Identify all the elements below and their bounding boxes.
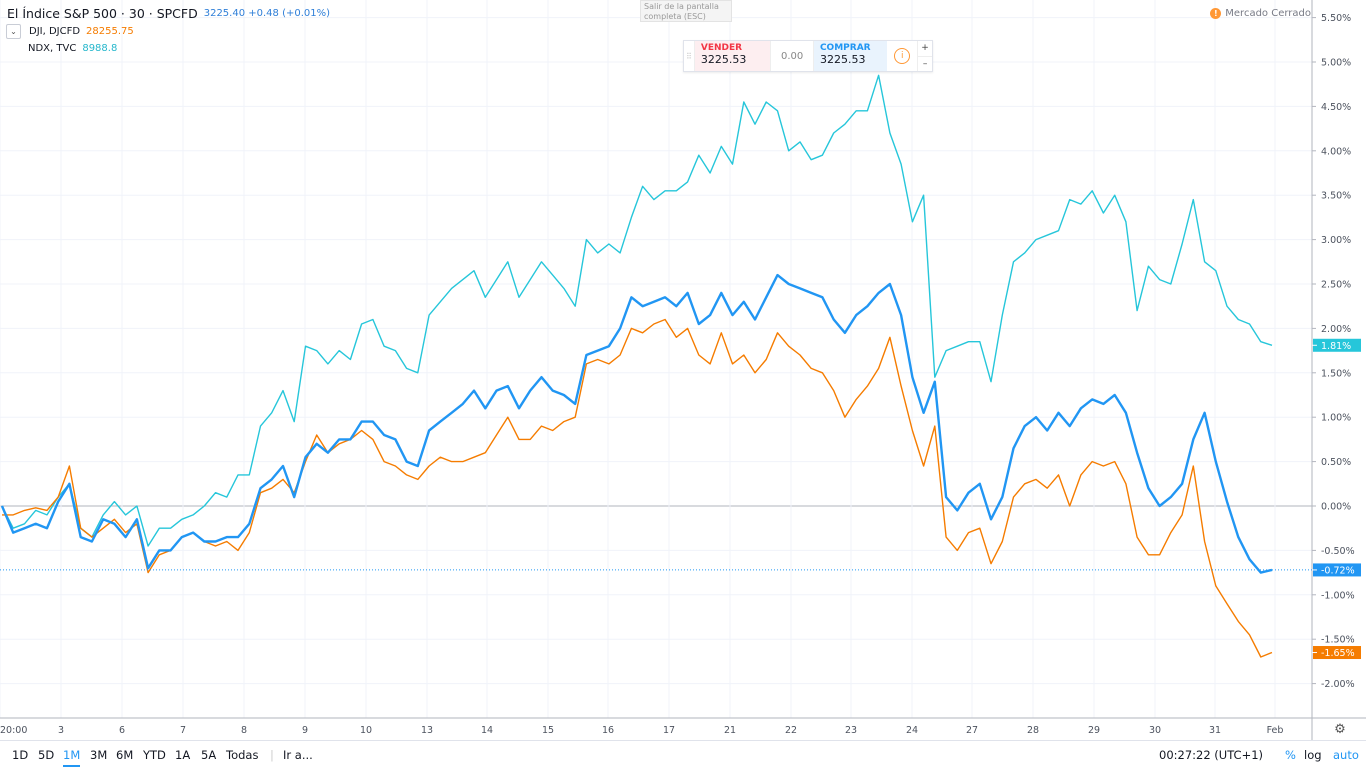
log-scale-toggle[interactable]: log: [1304, 748, 1322, 762]
x-tick-label: 16: [602, 725, 614, 736]
grid: [0, 0, 1312, 718]
time-axis[interactable]: 20:00 3 6 7 8 9 10 13 14 15 16 17 21 22 23 24 27 28 29 30 31…: [0, 717, 1366, 736]
x-tick-label: 8: [241, 725, 247, 736]
minus-button[interactable]: –: [922, 58, 928, 69]
x-tick-label: 29: [1088, 725, 1100, 736]
y-tick-label: 0.00%: [1321, 502, 1351, 513]
y-tick-label: 4.50%: [1321, 102, 1351, 113]
x-tick-label: 24: [906, 725, 918, 736]
ndx-legend[interactable]: NDX, TVC 8988.8: [28, 43, 117, 54]
y-tick-label: -1.50%: [1321, 635, 1355, 646]
price-axis[interactable]: 5.50% 5.00% 4.50% 4.00% 3.50% 3.00% 2.50% 2.00%…: [1311, 0, 1355, 740]
drag-handle-icon[interactable]: ⠿: [684, 41, 695, 71]
sell-label: VENDER: [700, 43, 743, 53]
last-value-label: 1.81%: [1321, 341, 1351, 352]
series-line-ndx: [1, 74, 1273, 547]
market-status[interactable]: ! Mercado Cerrado: [1210, 8, 1311, 19]
dji-legend[interactable]: ⌄ DJI, DJCFD 28255.75: [6, 24, 134, 39]
range-5a[interactable]: 5A: [201, 748, 217, 762]
y-tick-label: 2.00%: [1321, 324, 1351, 335]
trade-panel: ⠿ VENDER 3225.53 0.00 COMPRAR 3225.53 i …: [683, 40, 933, 72]
clock[interactable]: 00:27:22 (UTC+1): [1159, 748, 1264, 762]
y-tick-label: -0.50%: [1321, 546, 1355, 557]
range-1a[interactable]: 1A: [175, 748, 191, 762]
y-tick-label: 1.50%: [1321, 368, 1351, 379]
x-tick-label: 21: [724, 725, 736, 736]
x-tick-label: 3: [58, 725, 64, 736]
y-tick-label: 3.50%: [1321, 191, 1351, 202]
y-tick-label: 3.00%: [1321, 235, 1351, 246]
last-value-badge: [1313, 338, 1361, 352]
last-value-markers: -0.72% -1.65% 1.81%: [0, 338, 1361, 660]
last-value-label: -0.72%: [1321, 565, 1355, 576]
x-tick-label: 9: [302, 725, 308, 736]
exit-fullscreen-button[interactable]: Salir de la pantalla completa (ESC): [640, 0, 732, 22]
info-button[interactable]: i: [887, 41, 917, 71]
series-line-dji: [2, 318, 1273, 658]
market-closed-icon: !: [1210, 8, 1222, 19]
goto-date-button[interactable]: Ir a...: [283, 748, 313, 762]
market-status-label: Mercado Cerrado: [1225, 8, 1311, 19]
gear-icon[interactable]: ⚙: [1334, 721, 1346, 737]
quantity-stepper[interactable]: + –: [917, 41, 932, 71]
info-icon: i: [894, 48, 911, 64]
y-tick-label: -1.00%: [1321, 590, 1355, 601]
dji-symbol: DJI, DJCFD: [29, 26, 81, 37]
plus-button[interactable]: +: [918, 41, 932, 57]
range-3m[interactable]: 3M: [90, 748, 108, 762]
range-ytd[interactable]: YTD: [143, 748, 166, 762]
last-value-label: -1.65%: [1321, 648, 1355, 659]
x-tick-label: 23: [845, 725, 857, 736]
x-tick-label: 28: [1027, 725, 1039, 736]
chart-area[interactable]: 5.50% 5.00% 4.50% 4.00% 3.50% 3.00% 2.50% 2.00%…: [0, 0, 1366, 740]
last-value-badge: [1313, 646, 1361, 660]
y-tick-label: 5.50%: [1321, 13, 1351, 24]
x-tick-label: 17: [663, 725, 675, 736]
ndx-symbol: NDX, TVC: [28, 43, 77, 54]
x-tick-label: 10: [360, 725, 372, 736]
x-tick-label: 14: [481, 725, 493, 736]
x-tick-label: 22: [785, 725, 797, 736]
buy-price: 3225.53: [819, 53, 866, 66]
buy-label: COMPRAR: [819, 43, 871, 53]
range-5d[interactable]: 5D: [38, 748, 55, 762]
main-series-value: 3225.40 +0.48 (+0.01%): [203, 8, 331, 19]
sell-button[interactable]: VENDER 3225.53: [694, 41, 771, 71]
main-series-legend[interactable]: El Índice S&P 500 · 30 · SPCFD 3225.40 +…: [7, 6, 330, 21]
separator: |: [270, 748, 274, 762]
ndx-value: 8988.8: [82, 43, 118, 54]
y-tick-label: 0.50%: [1321, 457, 1351, 468]
y-tick-label: 4.00%: [1321, 146, 1351, 157]
last-value-badge: [1313, 563, 1361, 577]
dji-value: 28255.75: [86, 26, 134, 37]
spread-value: 0.00: [770, 41, 814, 71]
auto-scale-toggle[interactable]: auto: [1333, 748, 1359, 762]
y-tick-label: 5.00%: [1321, 58, 1351, 69]
percent-scale-toggle[interactable]: %: [1285, 748, 1296, 762]
x-tick-label: 31: [1209, 725, 1221, 736]
series-line-el-ndice-s-p-500: [0, 273, 1273, 574]
x-tick-label: 7: [180, 725, 186, 736]
x-tick-label: Feb: [1267, 725, 1284, 736]
range-1m[interactable]: 1M: [63, 748, 81, 767]
series-lines: [0, 74, 1273, 658]
x-tick-label: 13: [421, 725, 433, 736]
bottom-toolbar: 1D 5D 1M 3M 6M YTD 1A 5A Todas | Ir a...…: [0, 740, 1366, 769]
x-tick-label: 6: [119, 725, 125, 736]
range-1d[interactable]: 1D: [12, 748, 29, 762]
chevron-down-icon[interactable]: ⌄: [6, 24, 21, 39]
x-tick-label: 27: [966, 725, 978, 736]
y-tick-label: -2.00%: [1321, 679, 1355, 690]
buy-button[interactable]: COMPRAR 3225.53: [813, 41, 888, 71]
y-tick-label: 1.00%: [1321, 413, 1351, 424]
range-6m[interactable]: 6M: [116, 748, 134, 762]
x-tick-label: 30: [1149, 725, 1161, 736]
x-tick-label: 20:00: [0, 725, 27, 736]
sell-price: 3225.53: [700, 53, 747, 66]
y-tick-label: 2.50%: [1321, 280, 1351, 291]
range-all[interactable]: Todas: [226, 748, 259, 762]
x-tick-label: 15: [542, 725, 554, 736]
main-series-title: El Índice S&P 500 · 30 · SPCFD: [7, 6, 198, 21]
